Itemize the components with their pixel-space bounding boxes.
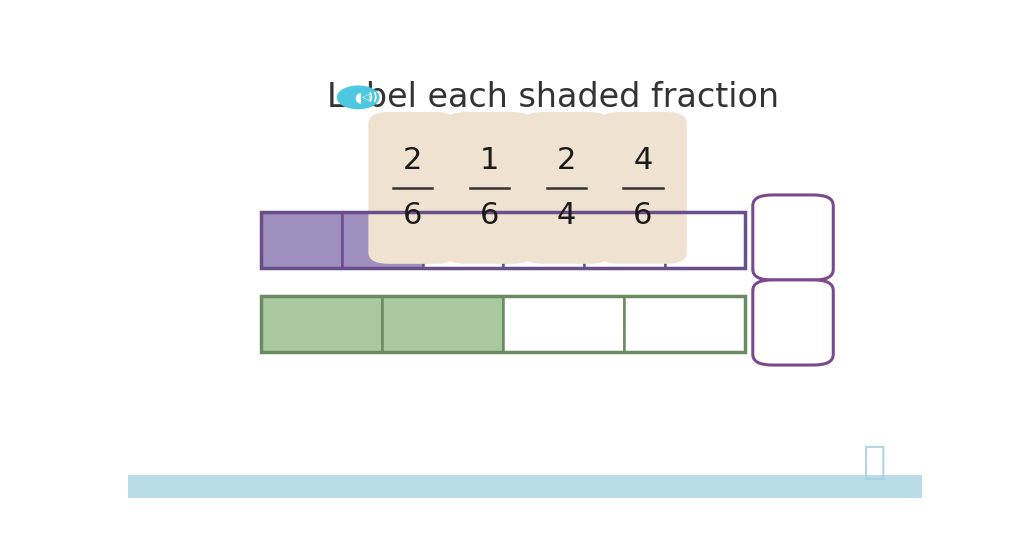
Bar	[423, 212, 504, 268]
Bar	[584, 212, 665, 268]
Bar	[128, 475, 922, 498]
Text: 2: 2	[556, 146, 575, 175]
Text: Label each shaded fraction: Label each shaded fraction	[327, 81, 778, 114]
FancyBboxPatch shape	[369, 112, 456, 264]
Bar	[504, 296, 625, 352]
Text: 4: 4	[556, 200, 575, 230]
Bar	[342, 212, 423, 268]
Text: ◖: ◖	[354, 90, 361, 104]
Text: 6: 6	[479, 200, 499, 230]
Bar	[261, 296, 382, 352]
Bar	[665, 212, 745, 268]
Circle shape	[338, 86, 379, 109]
Bar	[261, 212, 342, 268]
FancyBboxPatch shape	[599, 112, 687, 264]
FancyBboxPatch shape	[522, 112, 610, 264]
Text: 6: 6	[402, 200, 422, 230]
Text: 4: 4	[634, 146, 652, 175]
Bar	[261, 296, 745, 352]
Text: 🏆: 🏆	[862, 443, 886, 480]
Bar	[382, 296, 504, 352]
Text: 6: 6	[634, 200, 652, 230]
Text: 2: 2	[402, 146, 422, 175]
Bar	[504, 212, 584, 268]
Bar	[261, 212, 745, 268]
Bar	[625, 296, 745, 352]
Text: 1: 1	[479, 146, 499, 175]
FancyBboxPatch shape	[753, 280, 834, 365]
FancyBboxPatch shape	[753, 195, 834, 280]
Text: ◁)): ◁))	[362, 92, 379, 102]
FancyBboxPatch shape	[445, 112, 532, 264]
